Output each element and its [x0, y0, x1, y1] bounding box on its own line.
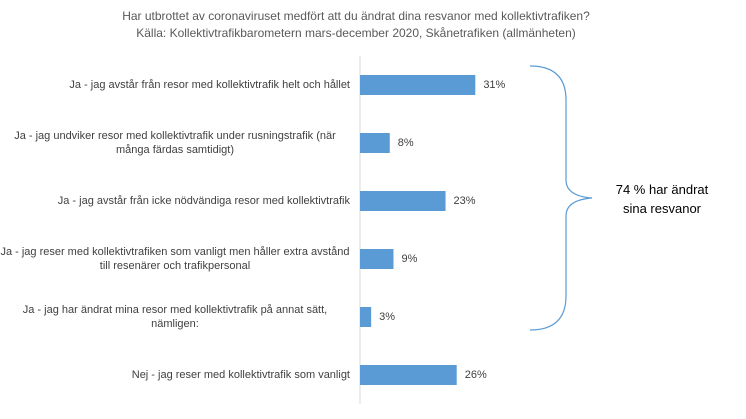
bar [360, 249, 394, 269]
bar [360, 75, 476, 95]
category-label: Ja - jag undviker resor med kollektivtra… [14, 130, 336, 156]
bar [360, 365, 457, 385]
category-label-box: Ja - jag avstår från icke nödvändiga res… [58, 181, 350, 221]
chart-title: Har utbrottet av coronaviruset medfört a… [122, 9, 590, 23]
chart-subtitle: Källa: Kollektivtrafikbarometern mars-de… [136, 26, 576, 40]
category-label-box: Ja - jag undviker resor med kollektivtra… [0, 123, 350, 163]
bar [360, 133, 390, 153]
bar [360, 307, 372, 327]
category-label: Ja - jag reser med kollektivtrafiken som… [0, 246, 350, 272]
value-label: 3% [379, 311, 395, 323]
value-label: 9% [401, 253, 417, 265]
category-label: Ja - jag avstår från resor med kollektiv… [69, 79, 350, 91]
brace [529, 65, 593, 331]
category-label-box: Ja - jag avstår från resor med kollektiv… [69, 65, 350, 105]
value-label: 26% [465, 369, 487, 381]
value-label: 8% [398, 137, 414, 149]
category-label-box: Ja - jag har ändrat mina resor med kolle… [0, 297, 350, 337]
category-label: Ja - jag har ändrat mina resor med kolle… [22, 304, 328, 330]
value-label: 31% [483, 79, 505, 91]
category-label-box: Nej - jag reser med kollektivtrafik som … [132, 355, 350, 395]
category-label-box: Ja - jag reser med kollektivtrafiken som… [0, 239, 350, 279]
value-label: 23% [454, 195, 476, 207]
category-label: Nej - jag reser med kollektivtrafik som … [131, 369, 350, 381]
bar [360, 191, 446, 211]
annotation: 74 % har ändrat sina resvanor [615, 182, 709, 216]
category-label: Ja - jag avstår från icke nödvändiga res… [57, 195, 350, 207]
